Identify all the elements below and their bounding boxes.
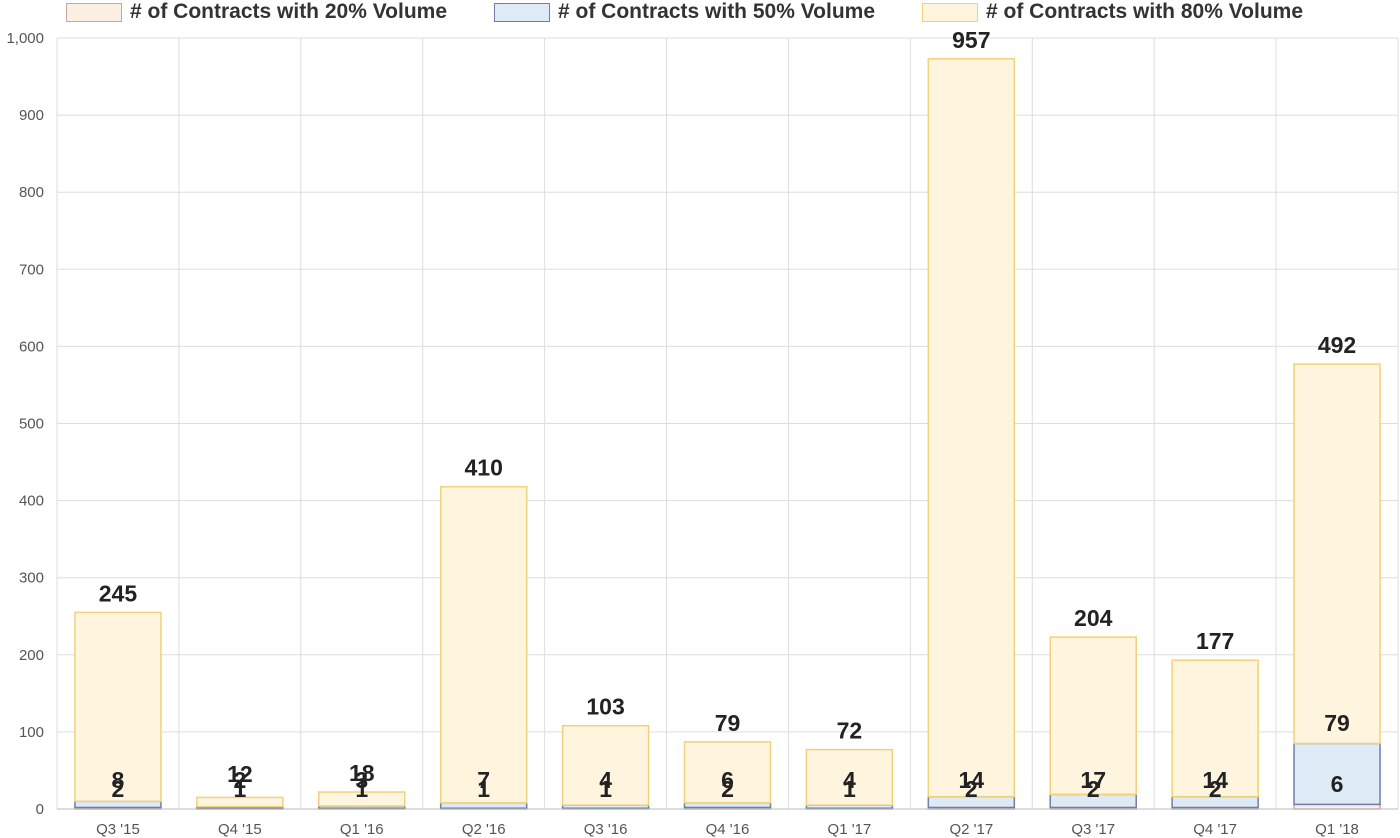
y-tick-label: 1,000 bbox=[6, 30, 44, 47]
data-label-50-volume: 14 bbox=[1202, 767, 1228, 793]
bar-segment[interactable] bbox=[1171, 659, 1259, 798]
bar-segment[interactable] bbox=[683, 741, 772, 804]
y-tick-label: 900 bbox=[19, 107, 44, 124]
x-tick-label: Q4 '15 bbox=[218, 821, 262, 838]
x-tick-label: Q2 '17 bbox=[949, 821, 993, 838]
bar-segment[interactable] bbox=[927, 58, 1016, 798]
y-tick-label: 0 bbox=[36, 801, 44, 818]
legend-swatch-80-volume bbox=[922, 2, 978, 22]
bar-segment[interactable] bbox=[74, 800, 162, 809]
x-tick-label: Q2 '16 bbox=[462, 821, 506, 838]
data-label-80-volume: 204 bbox=[1074, 605, 1113, 631]
x-tick-label: Q1 '17 bbox=[828, 821, 872, 838]
y-tick-label: 100 bbox=[19, 724, 44, 741]
x-tick-label: Q1 '16 bbox=[340, 821, 384, 838]
x-tick-label: Q4 '17 bbox=[1193, 821, 1237, 838]
x-tick-label: Q3 '17 bbox=[1071, 821, 1115, 838]
data-label-50-volume: 7 bbox=[477, 767, 490, 793]
data-label-80-volume: 957 bbox=[952, 27, 990, 53]
y-tick-label: 600 bbox=[19, 338, 44, 355]
data-label-50-volume: 8 bbox=[112, 767, 125, 793]
data-label-80-volume: 492 bbox=[1318, 332, 1356, 358]
data-label-50-volume: 6 bbox=[721, 767, 734, 793]
y-tick-label: 300 bbox=[19, 570, 44, 587]
bar-segment[interactable] bbox=[318, 791, 406, 807]
data-label-50-volume: 4 bbox=[843, 767, 856, 793]
data-label-80-volume: 18 bbox=[349, 760, 375, 786]
data-label-80-volume: 245 bbox=[99, 580, 138, 606]
bar-segment[interactable] bbox=[439, 802, 528, 809]
data-label-20-volume: 6 bbox=[1331, 771, 1344, 797]
bar-segment[interactable] bbox=[561, 724, 650, 806]
chart-legend: # of Contracts with 20% Volume # of Cont… bbox=[0, 0, 1400, 26]
data-label-50-volume: 17 bbox=[1080, 767, 1106, 793]
data-label-50-volume: 79 bbox=[1324, 710, 1350, 736]
data-label-80-volume: 177 bbox=[1196, 628, 1234, 654]
data-label-80-volume: 79 bbox=[715, 710, 741, 736]
bar-segment[interactable] bbox=[805, 748, 894, 806]
data-label-20-volume: 2 bbox=[1209, 776, 1222, 802]
data-label-20-volume: 2 bbox=[1087, 776, 1100, 802]
data-label-20-volume: 2 bbox=[965, 776, 978, 802]
y-tick-label: 800 bbox=[19, 184, 44, 201]
data-label-20-volume: 1 bbox=[233, 776, 246, 802]
bar-segment[interactable] bbox=[439, 485, 528, 804]
legend-label-20-volume: # of Contracts with 20% Volume bbox=[130, 0, 447, 23]
data-label-50-volume: 4 bbox=[599, 767, 612, 793]
data-label-20-volume: 2 bbox=[112, 776, 125, 802]
legend-item-20-volume[interactable]: # of Contracts with 20% Volume bbox=[66, 0, 447, 24]
x-tick-label: Q4 '16 bbox=[706, 821, 750, 838]
legend-label-50-volume: # of Contracts with 50% Volume bbox=[558, 0, 875, 23]
bar-segment[interactable] bbox=[196, 796, 284, 808]
y-tick-label: 700 bbox=[19, 261, 44, 278]
bar-segment[interactable] bbox=[74, 611, 162, 803]
data-label-50-volume: 2 bbox=[233, 767, 246, 793]
data-label-80-volume: 12 bbox=[227, 761, 253, 787]
legend-label-80-volume: # of Contracts with 80% Volume bbox=[986, 0, 1303, 23]
data-label-80-volume: 72 bbox=[837, 718, 863, 744]
y-tick-label: 500 bbox=[19, 416, 44, 433]
data-label-20-volume: 1 bbox=[843, 776, 856, 802]
data-label-20-volume: 2 bbox=[721, 776, 734, 802]
legend-item-50-volume[interactable]: # of Contracts with 50% Volume bbox=[494, 0, 875, 24]
legend-item-80-volume[interactable]: # of Contracts with 80% Volume bbox=[922, 0, 1303, 24]
y-tick-label: 200 bbox=[19, 647, 44, 664]
x-tick-label: Q3 '16 bbox=[584, 821, 628, 838]
x-tick-label: Q1 '18 bbox=[1315, 821, 1359, 838]
x-tick-label: Q3 '15 bbox=[96, 821, 140, 838]
bar-segment[interactable] bbox=[1049, 636, 1137, 796]
data-label-50-volume: 14 bbox=[959, 767, 985, 793]
data-label-20-volume: 1 bbox=[355, 776, 368, 802]
bar-segment[interactable] bbox=[1293, 363, 1381, 745]
data-label-80-volume: 103 bbox=[586, 694, 624, 720]
y-tick-label: 400 bbox=[19, 493, 44, 510]
data-label-80-volume: 410 bbox=[464, 455, 502, 481]
data-label-20-volume: 1 bbox=[599, 776, 612, 802]
legend-swatch-50-volume bbox=[494, 2, 550, 22]
data-label-20-volume: 1 bbox=[477, 776, 490, 802]
legend-swatch-20-volume bbox=[66, 2, 122, 22]
data-label-50-volume: 3 bbox=[355, 767, 368, 793]
